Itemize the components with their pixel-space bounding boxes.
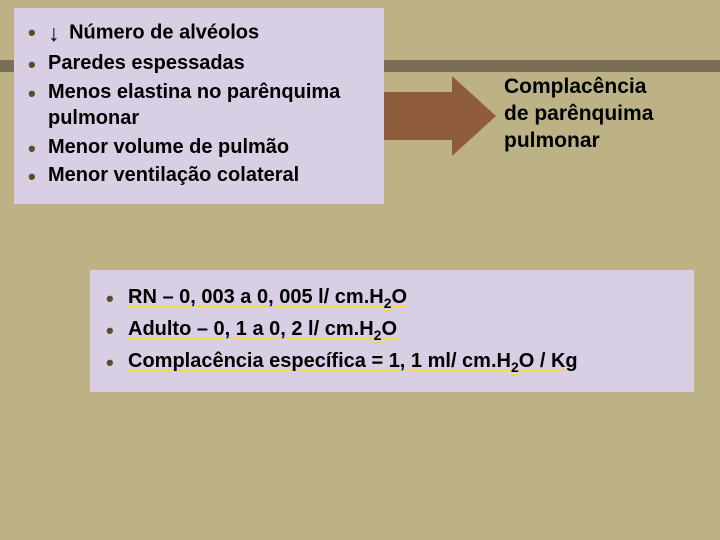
value-tail: O (381, 318, 397, 340)
down-arrow-icon: ↓ (48, 18, 60, 48)
causes-list: ↓ Número de alvéolos Paredes espessadas … (26, 18, 372, 188)
arrow-icon (384, 76, 494, 156)
list-item-text: Menor volume de pulmão (48, 136, 289, 158)
list-item: Menos elastina no parênquima pulmonar (26, 79, 372, 132)
list-item: RN – 0, 003 a 0, 005 l/ cm.H2O (104, 282, 680, 314)
value-text: 0, 1 a 0, 2 l/ cm.H (214, 318, 374, 340)
outcome-box: Complacência de parênquima pulmonar (498, 70, 708, 159)
causes-box: ↓ Número de alvéolos Paredes espessadas … (14, 8, 384, 204)
list-item-text: Menor ventilação colateral (48, 164, 299, 186)
list-item: Complacência específica = 1, 1 ml/ cm.H2… (104, 346, 680, 378)
value-tail: O (392, 286, 408, 308)
list-item-text: Número de alvéolos (69, 21, 259, 43)
value-label: Adulto – (128, 318, 214, 340)
list-item-text: Menos elastina no parênquima pulmonar (48, 81, 340, 129)
value-text: 0, 003 a 0, 005 l/ cm.H (179, 286, 384, 308)
outcome-text: Complacência de parênquima pulmonar (504, 74, 702, 155)
value-tail: O / Kg (519, 350, 578, 372)
values-box: RN – 0, 003 a 0, 005 l/ cm.H2O Adulto – … (90, 270, 694, 392)
list-item: Paredes espessadas (26, 50, 372, 76)
list-item: Menor ventilação colateral (26, 162, 372, 188)
list-item: ↓ Número de alvéolos (26, 18, 372, 48)
value-label: Complacência específica = (128, 350, 389, 372)
value-sub: 2 (511, 359, 519, 375)
list-item: Adulto – 0, 1 a 0, 2 l/ cm.H2O (104, 314, 680, 346)
list-item: Menor volume de pulmão (26, 134, 372, 160)
value-label: RN – (128, 286, 179, 308)
value-text: 1, 1 ml/ cm.H (389, 350, 511, 372)
values-list: RN – 0, 003 a 0, 005 l/ cm.H2O Adulto – … (104, 282, 680, 378)
value-sub: 2 (384, 295, 392, 311)
list-item-text: Paredes espessadas (48, 52, 245, 74)
